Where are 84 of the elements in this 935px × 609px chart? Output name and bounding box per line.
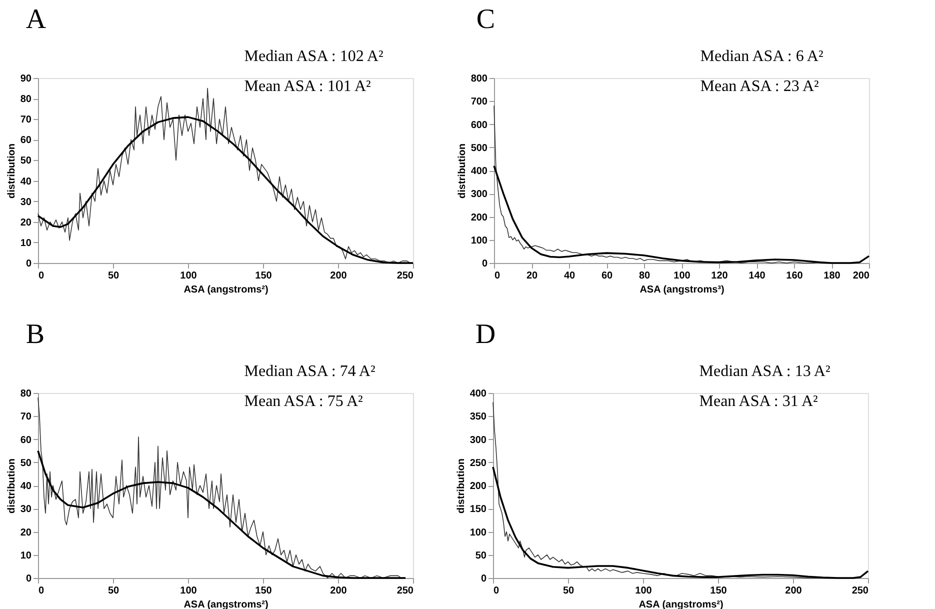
- x-tick-label: 80: [638, 270, 650, 282]
- y-tick-label: 300: [470, 189, 488, 200]
- y-tick-label: 0: [480, 574, 487, 584]
- y-tick-label: 150: [470, 504, 487, 516]
- y-tick-label: 600: [470, 120, 488, 131]
- y-axis-title: distribution: [6, 458, 18, 514]
- y-tick-label: 20: [20, 217, 32, 228]
- y-tick-label: 700: [470, 96, 488, 108]
- y-tick-label: 80: [20, 94, 32, 106]
- chart-title: A: [26, 4, 47, 35]
- x-tick-label: 150: [255, 586, 272, 596]
- y-tick-label: 30: [20, 196, 32, 208]
- x-tick-label: 120: [711, 270, 728, 282]
- annotation: Mean ASA : 23 A²: [700, 78, 820, 95]
- y-tick-label: 400: [470, 388, 487, 400]
- chart-title: D: [475, 319, 496, 350]
- x-tick-label: 20: [526, 270, 538, 282]
- x-tick-label: 50: [562, 586, 574, 596]
- x-tick-label: 50: [108, 586, 120, 596]
- x-tick-label: 50: [108, 270, 120, 282]
- text: Median ASA : 74 A²: [244, 363, 376, 380]
- y-tick-label: 800: [470, 74, 488, 84]
- y-tick-label: 70: [20, 114, 32, 126]
- y-tick-label: 400: [470, 166, 488, 177]
- x-tick-label: 0: [38, 270, 44, 282]
- x-tick-label: 100: [180, 270, 198, 282]
- x-tick-label: 160: [786, 270, 804, 282]
- y-tick-label: 40: [20, 176, 32, 188]
- x-tick-label: 150: [710, 586, 728, 596]
- text: Median ASA : 6 A²: [700, 48, 824, 65]
- y-tick-label: 200: [470, 212, 488, 224]
- y-tick-label: 10: [20, 238, 32, 249]
- y-tick-label: 80: [20, 388, 32, 400]
- y-tick-label: 90: [20, 74, 32, 84]
- x-tick-label: 100: [674, 270, 691, 282]
- annotation: Mean ASA : 31 A²: [699, 393, 818, 410]
- x-tick-label: 150: [255, 270, 272, 282]
- x-tick-label: 200: [852, 270, 870, 282]
- text: Median ASA : 13 A²: [699, 363, 830, 380]
- y-tick-label: 60: [20, 434, 32, 446]
- y-tick-label: 50: [20, 458, 32, 469]
- x-tick-label: 250: [852, 586, 869, 596]
- x-tick-label: 100: [635, 586, 652, 596]
- y-tick-label: 300: [470, 434, 487, 446]
- annotation: Mean ASA : 101 A²: [244, 78, 372, 95]
- text: Median ASA : 102 A²: [244, 48, 384, 65]
- y-tick-label: 50: [475, 550, 487, 562]
- chart-title: B: [26, 319, 45, 350]
- y-tick-label: 200: [470, 481, 487, 492]
- y-tick-label: 40: [20, 481, 32, 492]
- y-axis-title: distribution: [456, 458, 467, 514]
- y-tick-label: 350: [470, 412, 487, 423]
- y-tick-label: 0: [26, 574, 32, 584]
- x-tick-label: 140: [748, 270, 766, 282]
- y-tick-label: 100: [470, 527, 487, 538]
- y-tick-label: 500: [470, 142, 488, 154]
- x-axis-title: ASA (angstroms³): [640, 284, 724, 296]
- y-tick-label: 250: [470, 458, 487, 469]
- y-tick-label: 0: [26, 258, 32, 270]
- y-axis-title: distribution: [456, 144, 468, 198]
- x-axis-title: ASA (angstroms²): [184, 284, 268, 296]
- y-tick-label: 20: [20, 527, 32, 538]
- y-tick-label: 0: [482, 258, 488, 270]
- x-tick-label: 0: [494, 586, 500, 596]
- x-tick-label: 200: [785, 586, 802, 596]
- y-tick-label: 100: [470, 235, 488, 246]
- x-tick-label: 250: [396, 270, 414, 282]
- x-tick-label: 180: [824, 270, 841, 282]
- x-tick-label: 0: [494, 270, 500, 282]
- x-tick-label: 60: [601, 270, 613, 282]
- annotation: Mean ASA : 75 A²: [244, 393, 364, 410]
- y-axis-title: distribution: [6, 144, 18, 198]
- x-tick-label: 40: [564, 270, 576, 282]
- x-tick-label: 100: [180, 586, 198, 596]
- y-tick-label: 10: [20, 550, 32, 562]
- x-tick-label: 0: [38, 586, 44, 596]
- x-tick-label: 250: [396, 586, 414, 596]
- x-tick-label: 200: [330, 586, 348, 596]
- chart-title: C: [476, 4, 496, 35]
- x-tick-label: 200: [330, 270, 348, 282]
- y-tick-label: 50: [20, 156, 32, 167]
- y-tick-label: 60: [20, 135, 32, 146]
- y-tick-label: 30: [20, 504, 32, 516]
- y-tick-label: 70: [20, 412, 32, 423]
